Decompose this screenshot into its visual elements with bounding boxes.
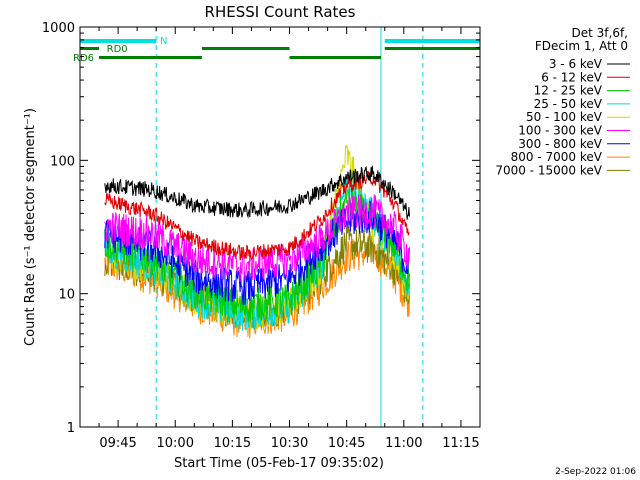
- legend-entry-label: 12 - 25 keV: [534, 84, 603, 98]
- chart-title: RHESSI Count Rates: [205, 3, 356, 21]
- rd0-bar: [384, 47, 480, 50]
- rd6-bar: [289, 56, 381, 59]
- y-tick-label: 100: [50, 154, 75, 169]
- night-bar: [80, 39, 157, 43]
- y-axis-label: Count Rate (s⁻¹ detector segment⁻¹): [23, 108, 38, 346]
- series-line: [104, 194, 410, 283]
- plot-area: N RD0 RD6: [73, 27, 480, 427]
- x-tick-label: 10:15: [214, 436, 251, 451]
- plot-frame: [79, 26, 481, 428]
- night-bar: [384, 39, 480, 43]
- x-tick-label: 09:45: [99, 436, 136, 451]
- x-tick-label: 10:45: [328, 436, 365, 451]
- legend-entry-label: 6 - 12 keV: [541, 70, 603, 84]
- rd6-label: RD6: [73, 53, 94, 64]
- y-tick-label: 1: [67, 421, 75, 436]
- y-tick-label: 1000: [42, 21, 75, 36]
- legend-entry-label: 3 - 6 keV: [549, 57, 603, 71]
- rd0-bar: [201, 47, 290, 50]
- legend-header-line1: Det 3f,6f,: [572, 26, 629, 40]
- x-axis: 09:45 10:00 10:15 10:30 10:45 11:00 11:15: [98, 27, 480, 451]
- x-tick-label: 10:00: [157, 436, 194, 451]
- timestamp: 2-Sep-2022 01:06: [555, 467, 636, 477]
- night-label: N: [160, 36, 167, 47]
- x-axis-label: Start Time (05-Feb-17 09:35:02): [174, 456, 384, 471]
- rd0-label: RD0: [107, 44, 128, 55]
- x-tick-label: 11:00: [385, 436, 422, 451]
- x-tick-label: 11:15: [442, 436, 479, 451]
- legend-entry-label: 50 - 100 keV: [526, 110, 603, 124]
- legend-entry-label: 800 - 7000 keV: [511, 150, 603, 164]
- legend-entry-label: 7000 - 15000 keV: [495, 163, 602, 177]
- x-tick-label: 10:30: [271, 436, 308, 451]
- y-axis: 1 10 100 1000: [42, 21, 480, 436]
- series-line: [104, 170, 410, 262]
- series-line: [104, 200, 410, 306]
- rd6-bar: [99, 56, 202, 59]
- y-tick-label: 10: [58, 288, 75, 303]
- legend-header-line2: FDecim 1, Att 0: [535, 39, 628, 53]
- series-line: [104, 165, 410, 220]
- legend-entry-label: 100 - 300 keV: [518, 124, 602, 138]
- legend-entry-label: 300 - 800 keV: [518, 137, 602, 151]
- rd0-bar: [80, 47, 100, 50]
- legend-entry-label: 25 - 50 keV: [534, 97, 603, 111]
